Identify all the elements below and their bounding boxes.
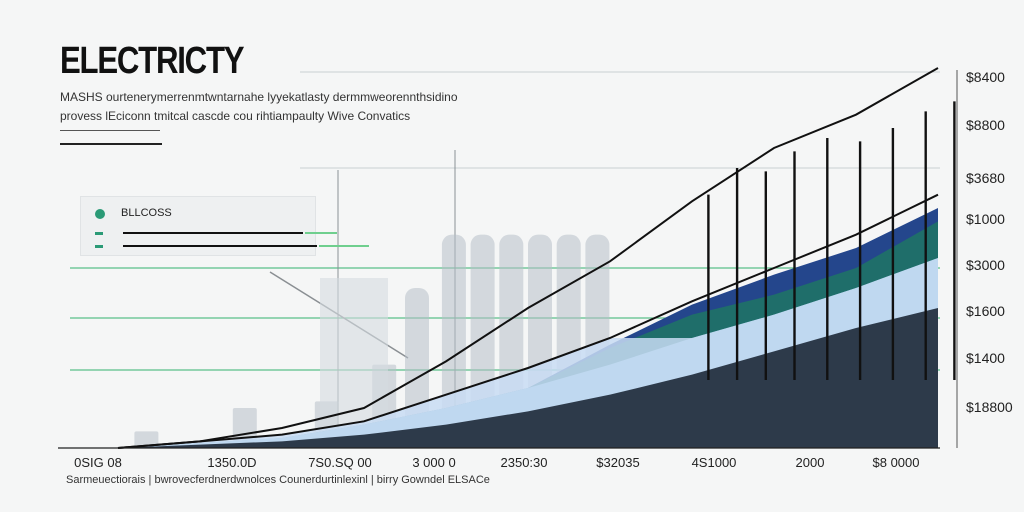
title-underline [60, 143, 162, 145]
x-tick-label: 2350:30 [501, 455, 548, 470]
legend-swatch-2 [95, 245, 103, 248]
x-tick-label: $32035 [596, 455, 639, 470]
series-line-lower [117, 193, 939, 449]
building-bar [134, 431, 159, 448]
axes-layer [58, 70, 958, 449]
legend-accent-2 [319, 245, 369, 247]
legend-line-1 [123, 232, 303, 234]
y-tick-label: $3680 [966, 170, 1005, 186]
series-area-base [118, 308, 938, 448]
lines-layer [117, 67, 939, 449]
chart-title: ELECTRICTY [60, 40, 245, 82]
x-tick-label: 0SIG 08 [74, 455, 122, 470]
y-tick-label: $8400 [966, 69, 1005, 85]
x-axis-labels: 0SIG 08 1350.0D 7S0.SQ 00 3 000 0 2350:30 $32… [74, 455, 919, 470]
legend: BLLCOSS [80, 196, 369, 256]
x-tick-label: 2000 [796, 455, 825, 470]
y-tick-label: $18800 [966, 399, 1013, 415]
chart-subtitle-line-2: provess lEciconn tmitcal cascde cou riht… [60, 109, 411, 123]
legend-accent-1 [305, 232, 337, 234]
chart-footnote: Sarmeuectiorais | bwrovecferdnerdwnolces… [66, 474, 490, 486]
y-tick-label: $1000 [966, 211, 1005, 227]
chart-subtitle-line-1: MASHS ourtenerymerrenmtwntarnahe lyyekat… [60, 90, 458, 104]
legend-label: BLLCOSS [121, 207, 172, 219]
y-tick-label: $1600 [966, 303, 1005, 319]
legend-swatch-1 [95, 232, 103, 235]
spikes-layer [707, 101, 956, 380]
x-tick-label: 7S0.SQ 00 [308, 455, 372, 470]
legend-line-2 [123, 245, 317, 247]
x-tick-label: 4S1000 [692, 455, 737, 470]
x-tick-label: 3 000 0 [412, 455, 455, 470]
x-tick-label: $8 0000 [873, 455, 920, 470]
y-tick-label: $8800 [966, 117, 1005, 133]
y-axis-labels: $8400 $8800 $3680 $1000 $3000 $1600 $1400 $1880… [966, 69, 1013, 415]
y-tick-label: $3000 [966, 257, 1005, 273]
legend-dot-icon [95, 209, 105, 219]
areas-layer [118, 208, 938, 448]
y-tick-label: $1400 [966, 350, 1005, 366]
subtitle-divider [60, 130, 160, 131]
x-tick-label: 1350.0D [207, 455, 256, 470]
series-line-upper [117, 67, 939, 449]
